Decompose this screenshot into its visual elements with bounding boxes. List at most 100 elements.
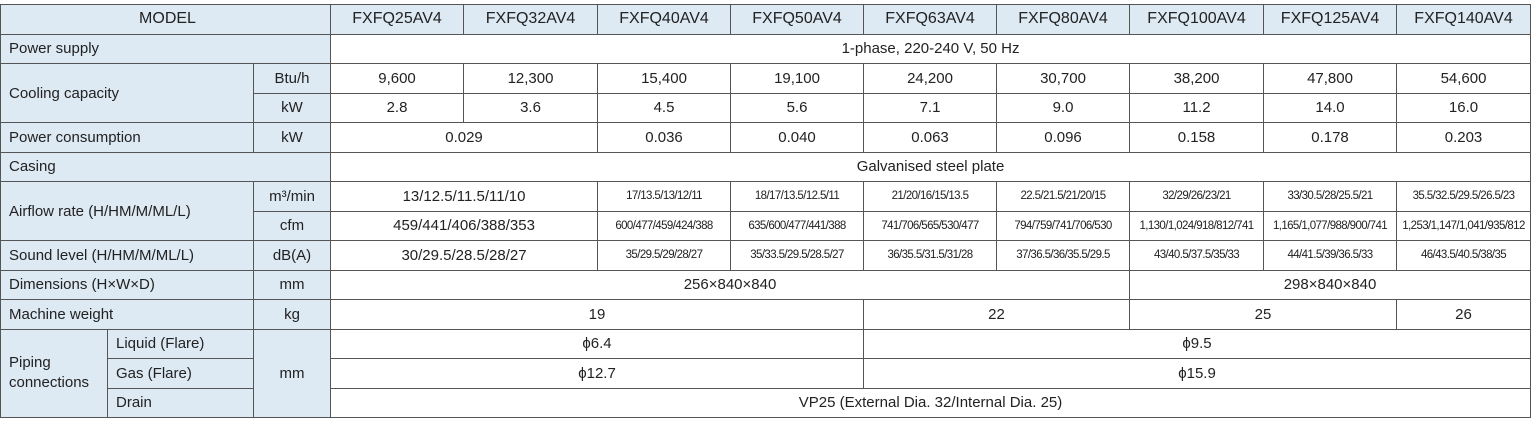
cell-value: 794/759/741/706/530 (996, 210, 1131, 241)
cell-value: 5.6 (730, 92, 865, 123)
table-row: Dimensions (H×W×D) mm 256×840×840 298×840×8… (0, 269, 1532, 300)
model-name: FXFQ125AV4 (1263, 4, 1398, 35)
cell-value: 1,165/1,077/988/900/741 (1263, 210, 1398, 241)
cell-value: 0.063 (863, 122, 998, 153)
cell-value: 24,200 (863, 63, 998, 94)
model-name: FXFQ80AV4 (996, 4, 1131, 35)
cell-value: 46/43.5/40.5/38/35 (1396, 240, 1532, 271)
cell-value: 54,600 (1396, 63, 1532, 94)
cell-value: 741/706/565/530/477 (863, 210, 998, 241)
cell-value: 32/29/26/23/21 (1129, 181, 1265, 212)
cell-value: 600/477/459/424/388 (597, 210, 732, 241)
cell-value: 0.158 (1129, 122, 1265, 153)
row-label: Casing (0, 151, 332, 182)
spec-table: MODEL FXFQ25AV4 FXFQ32AV4 FXFQ40AV4 FXFQ50AV… (0, 4, 1532, 418)
cell-value: 2.8 (330, 92, 465, 123)
unit: mm (252, 328, 332, 418)
cell-value: 18/17/13.5/12.5/11 (730, 181, 865, 212)
table-row: Gas (Flare) ϕ12.7 ϕ15.9 (1, 358, 1532, 389)
row-label: Power supply (0, 33, 332, 64)
unit: m³/min (252, 181, 332, 212)
sub-label: Gas (Flare) (107, 358, 254, 389)
cell-value: 19 (330, 299, 865, 330)
cell-value: Galvanised steel plate (330, 151, 1532, 182)
cell-value: 38,200 (1129, 63, 1265, 94)
cell-value: 0.096 (996, 122, 1131, 153)
row-label: Dimensions (H×W×D) (0, 269, 254, 300)
table-body: MODEL FXFQ25AV4 FXFQ32AV4 FXFQ40AV4 FXFQ50AV… (0, 4, 1532, 418)
cell-value: 7.1 (863, 92, 998, 123)
cell-value: 30/29.5/28.5/28/27 (330, 240, 599, 271)
cell-value: 0.178 (1263, 122, 1398, 153)
cell-value: 26 (1396, 299, 1532, 330)
cell-value: 36/35.5/31.5/31/28 (863, 240, 998, 271)
cell-value: 9.0 (996, 92, 1131, 123)
cell-value: 35/29.5/29/28/27 (597, 240, 732, 271)
cell-value: ϕ15.9 (863, 358, 1532, 389)
cell-value: 298×840×840 (1129, 269, 1532, 300)
table-row: Airflow rate (H/HM/M/ML/L) m³/min 13/12.5/… (0, 181, 1532, 241)
model-name: FXFQ100AV4 (1129, 4, 1265, 35)
model-name: FXFQ140AV4 (1396, 4, 1532, 35)
header-cell: MODEL (0, 4, 332, 35)
unit: kg (252, 299, 332, 330)
cell-value: ϕ12.7 (330, 358, 865, 389)
cell-value: 459/441/406/388/353 (330, 210, 599, 241)
sub-label: Drain (107, 387, 254, 418)
unit: kW (252, 92, 332, 123)
table-row: Sound level (H/HM/M/ML/L) dB(A) 30/29.5/28… (0, 240, 1532, 271)
unit: mm (252, 269, 332, 300)
cell-value: 25 (1129, 299, 1398, 330)
cell-value: ϕ9.5 (863, 328, 1532, 359)
row-label: Piping connections (0, 328, 108, 418)
cell-value: 0.036 (597, 122, 732, 153)
table-row: Drain VP25 (External Dia. 32/Internal Dia… (1, 387, 1532, 418)
cell-value: 9,600 (330, 63, 465, 94)
cell-value: 35/33.5/29.5/28.5/27 (730, 240, 865, 271)
cell-value: 15,400 (597, 63, 732, 94)
cell-value: 12,300 (463, 63, 599, 94)
cell-value: 3.6 (463, 92, 599, 123)
cell-value: 0.029 (330, 122, 599, 153)
cell-value: 13/12.5/11.5/11/10 (330, 181, 599, 212)
table-row: MODEL FXFQ25AV4 FXFQ32AV4 FXFQ40AV4 FXFQ50AV… (0, 4, 1532, 35)
cell-value: 37/36.5/36/35.5/29.5 (996, 240, 1131, 271)
cell-value: 0.040 (730, 122, 865, 153)
unit: dB(A) (252, 240, 332, 271)
cell-value: ϕ6.4 (330, 328, 865, 359)
cell-value: 19,100 (730, 63, 865, 94)
cell-value: 0.203 (1396, 122, 1532, 153)
table-row: kW 2.8 3.6 4.5 5.6 7.1 9.0 11.2 14.0 16.0 (1, 92, 1532, 123)
table-row: Cooling capacity Btu/h 9,600 12,300 15,400 19… (0, 63, 1532, 123)
cell-value: 1-phase, 220-240 V, 50 Hz (330, 33, 1532, 64)
cell-value: 22 (863, 299, 1131, 330)
model-name: FXFQ32AV4 (463, 4, 599, 35)
cell-value: 43/40.5/37.5/35/33 (1129, 240, 1265, 271)
model-name: FXFQ63AV4 (863, 4, 998, 35)
sub-label: Liquid (Flare) (107, 328, 254, 359)
cell-value: 256×840×840 (330, 269, 1131, 300)
cell-value: 47,800 (1263, 63, 1398, 94)
model-name: FXFQ25AV4 (330, 4, 465, 35)
cell-value: 16.0 (1396, 92, 1532, 123)
model-name: FXFQ40AV4 (597, 4, 732, 35)
row-label: Cooling capacity (0, 63, 254, 123)
unit: cfm (252, 210, 332, 241)
cell-value: 4.5 (597, 92, 732, 123)
cell-value: 1,253/1,147/1,041/935/812 (1396, 210, 1532, 241)
unit: kW (252, 122, 332, 153)
cell-value: 33/30.5/28/25.5/21 (1263, 181, 1398, 212)
cell-value: 21/20/16/15/13.5 (863, 181, 998, 212)
cell-value: 30,700 (996, 63, 1131, 94)
row-label: Machine weight (0, 299, 254, 330)
cell-value: 635/600/477/441/388 (730, 210, 865, 241)
unit: Btu/h (252, 63, 332, 94)
cell-value: 14.0 (1263, 92, 1398, 123)
cell-value: 22.5/21.5/21/20/15 (996, 181, 1131, 212)
table-row: Power consumption kW 0.029 0.036 0.040 0.063 0… (0, 122, 1532, 153)
row-label: Airflow rate (H/HM/M/ML/L) (0, 181, 254, 241)
row-label: Power consumption (0, 122, 254, 153)
cell-value: 35.5/32.5/29.5/26.5/23 (1396, 181, 1532, 212)
cell-value: 11.2 (1129, 92, 1265, 123)
